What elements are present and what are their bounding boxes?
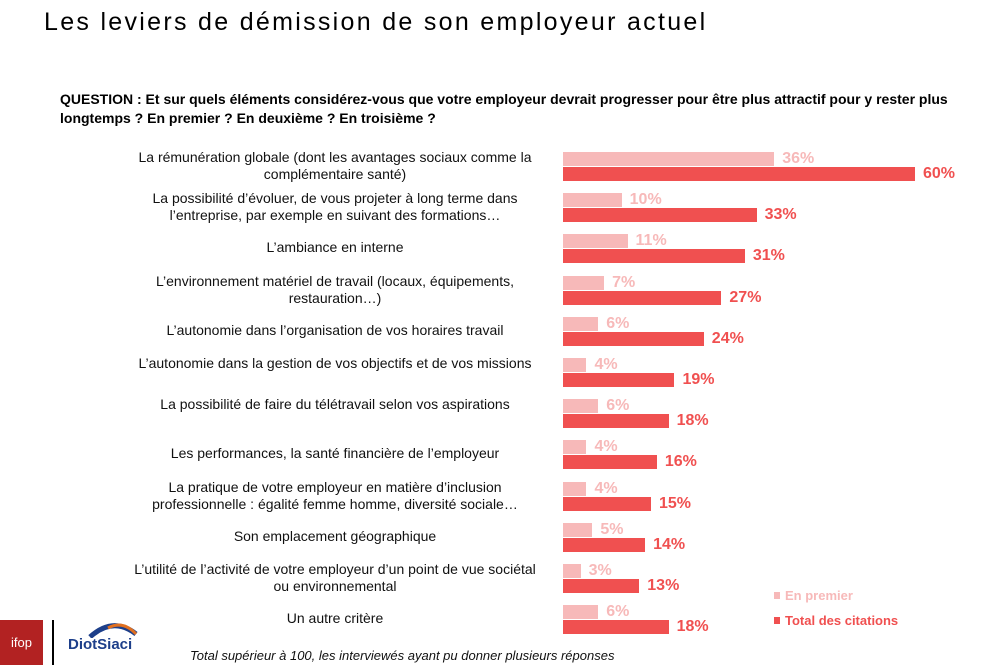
category-label: Son emplacement géographique	[233, 527, 437, 544]
bar-total-citations	[563, 167, 915, 181]
category-label: L’environnement matériel de travail (loc…	[156, 272, 514, 306]
data-label: 4%	[594, 438, 618, 456]
data-label: 6%	[606, 314, 630, 332]
data-label: 6%	[606, 397, 630, 415]
bar-en-premier	[563, 440, 587, 455]
bar-total-citations	[563, 290, 722, 305]
page-title: Les leviers de démission de son employeu…	[44, 8, 708, 36]
data-label: 24%	[711, 329, 744, 347]
data-label: 6%	[606, 603, 630, 621]
bar-en-premier	[563, 193, 622, 208]
data-label: 7%	[612, 273, 636, 291]
data-label: 10%	[629, 191, 662, 209]
category-label: L’utilité de l’activité de votre employe…	[134, 561, 536, 594]
bar-en-premier	[563, 481, 587, 496]
category-label: L’ambiance en interne	[266, 239, 404, 256]
diotsiaci-logo: DiotSiaci	[68, 636, 133, 653]
logo-divider	[52, 620, 54, 665]
category-label: L’autonomie dans l’organisation de vos h…	[166, 321, 504, 338]
legend-swatch	[774, 592, 780, 599]
footnote: Total supérieur à 100, les interviewés a…	[190, 648, 615, 663]
legend-item-total: Total des citations	[774, 613, 898, 628]
bar-total-citations	[563, 620, 669, 635]
data-label: 60%	[923, 165, 956, 182]
data-label: 33%	[764, 206, 797, 224]
data-label: 11%	[635, 232, 667, 250]
data-label: 18%	[676, 618, 709, 636]
category-label: L’autonomie dans la gestion de vos objec…	[138, 355, 532, 371]
legend-label: En premier	[785, 588, 853, 603]
diotsiaci-logo-arc	[88, 623, 138, 638]
bar-total-citations	[563, 249, 745, 264]
category-label: La rémunération globale (dont les avanta…	[138, 149, 532, 182]
data-label: 16%	[664, 453, 697, 471]
bar-total-citations	[563, 579, 640, 593]
bar-total-citations	[563, 537, 646, 552]
data-label: 18%	[676, 412, 709, 430]
bar-total-citations	[563, 331, 704, 346]
bar-en-premier	[563, 358, 587, 372]
data-label: 27%	[729, 288, 762, 306]
data-label: 5%	[600, 520, 624, 538]
data-label: 15%	[659, 494, 692, 512]
data-label: 31%	[752, 247, 785, 265]
data-label: 19%	[682, 371, 715, 388]
data-label: 13%	[647, 577, 680, 594]
bar-total-citations	[563, 455, 657, 470]
category-label: Un autre critère	[286, 610, 384, 627]
bar-en-premier	[563, 605, 599, 620]
data-label: 4%	[594, 356, 618, 373]
category-label: La possibilité d’évoluer, de vous projet…	[152, 190, 518, 224]
bar-en-premier	[563, 275, 605, 290]
legend-swatch	[774, 617, 780, 624]
question-text: QUESTION : Et sur quels éléments considé…	[60, 91, 948, 126]
bar-en-premier	[563, 234, 628, 249]
bar-en-premier	[563, 522, 593, 537]
bar-total-citations	[563, 208, 757, 223]
bar-en-premier	[563, 152, 775, 166]
bar-en-premier	[563, 564, 581, 578]
legend-label: Total des citations	[785, 613, 899, 628]
data-label: 4%	[594, 479, 618, 497]
bar-en-premier	[563, 316, 599, 331]
category-label: Les performances, la santé financière de…	[170, 445, 500, 462]
ifop-logo: ifop	[0, 620, 43, 665]
data-label: 14%	[653, 535, 686, 553]
bar-total-citations	[563, 414, 669, 429]
bar-en-premier	[563, 399, 599, 414]
legend-item-en-premier: En premier	[774, 588, 853, 603]
bar-total-citations	[563, 373, 675, 387]
bar-total-citations	[563, 496, 651, 511]
data-label: 36%	[782, 150, 815, 167]
data-label: 3%	[588, 562, 612, 579]
category-label: La possibilité de faire du télétravail s…	[160, 396, 510, 413]
category-label: La pratique de votre employeur en matièr…	[152, 478, 518, 512]
